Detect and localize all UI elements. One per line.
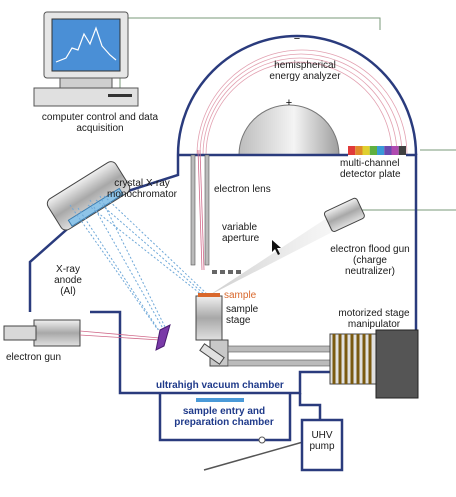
analyzer-orbits [196, 49, 408, 156]
analyzer-dome [176, 34, 418, 156]
inner-hemisphere [238, 104, 340, 156]
xray-beams [69, 195, 207, 334]
mouse-cursor-icon [272, 240, 281, 255]
label-aperture: variable aperture [222, 222, 260, 244]
label-flood-gun: electron flood gun (charge neutralizer) [330, 244, 410, 277]
label-chamber: ultrahigh vacuum chamber [156, 380, 284, 391]
variable-aperture [212, 270, 241, 274]
sample-stage [195, 293, 229, 367]
prep-chamber [158, 393, 292, 442]
computer [33, 11, 139, 107]
flood-gun-beam [208, 212, 344, 296]
electron-gun [3, 319, 161, 347]
label-lens: electron lens [214, 184, 271, 195]
rod-joint [258, 436, 266, 444]
label-monochromator: crystal X-ray monochromator [106, 178, 178, 200]
label-anode: X-ray anode (Al) [54, 264, 82, 297]
label-stage: sample stage [226, 304, 259, 326]
uhv-pump [300, 418, 344, 472]
label-manipulator: motorized stage manipulator [338, 308, 410, 330]
label-electron-gun: electron gun [6, 352, 62, 363]
detector-band [362, 146, 370, 155]
detector-band [391, 146, 399, 155]
detector-band [355, 146, 363, 155]
label-computer: computer control and data acquisition [41, 112, 159, 134]
label-analyzer: hemispherical energy analyzer [269, 60, 341, 82]
minus-sign: − [294, 33, 300, 45]
stage-manipulator [227, 329, 419, 399]
transfer-rod [203, 439, 311, 471]
xray-anode [155, 324, 171, 351]
label-prep: sample entry and preparation chamber [174, 406, 274, 428]
detector-band [348, 146, 356, 155]
detector-band [398, 146, 406, 155]
detector-plate [348, 146, 406, 155]
electron-lens [190, 149, 210, 271]
pump-line [298, 393, 322, 420]
flood-gun [323, 197, 365, 232]
plus-sign: + [286, 97, 292, 109]
label-detector: multi-channel detector plate [340, 158, 401, 180]
label-pump: UHV pump [309, 430, 335, 452]
monochromator [46, 161, 131, 231]
detector-band [384, 146, 392, 155]
detector-band [369, 146, 377, 155]
label-sample: sample [224, 290, 257, 301]
detector-band [377, 146, 385, 155]
